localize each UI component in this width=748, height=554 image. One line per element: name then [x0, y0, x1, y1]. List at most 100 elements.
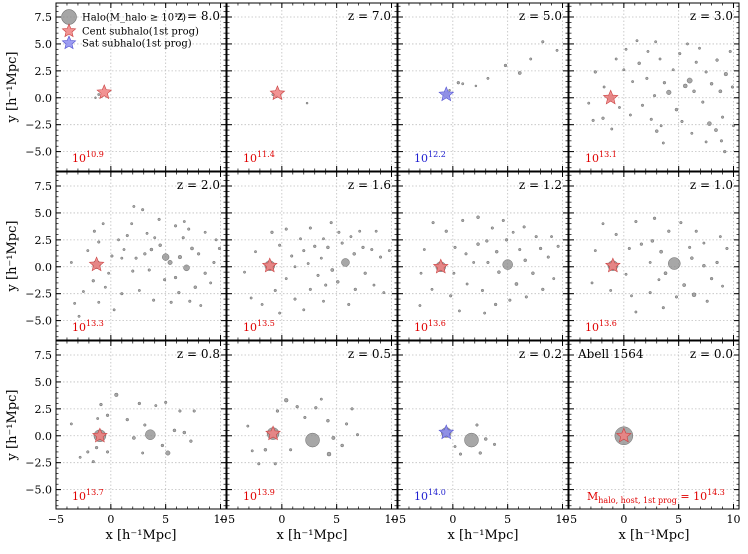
x-tick-label: 5 [162, 513, 169, 526]
halo-point [464, 252, 468, 256]
panel-5: −5.0 −2.5 0.0 2.5 5.0 7.5 y [h⁻¹Mpc] z = 2.0 101… [5, 171, 227, 341]
halo-point [725, 246, 729, 250]
halo-point [173, 275, 178, 280]
cent-subhalo-star [96, 84, 113, 100]
halo-group [94, 84, 113, 100]
halo-point [130, 222, 134, 226]
mass-exponent: 14.3 [707, 488, 725, 497]
halo-point [601, 222, 605, 226]
halo-point [546, 255, 550, 259]
halo-point [141, 208, 145, 212]
halo-point [517, 71, 522, 75]
halo-point [624, 272, 628, 276]
halo-point [91, 279, 95, 283]
halo-point [217, 246, 221, 250]
halo-point [86, 249, 90, 253]
x-tick-label: −5 [219, 513, 235, 526]
halo-point [624, 47, 628, 51]
legend-label: Sat subhalo(1st prog) [82, 39, 192, 50]
halo-point [655, 129, 659, 133]
halo-point [379, 255, 383, 259]
halo-point [680, 119, 684, 123]
mass-exponent: 14.0 [428, 488, 446, 497]
x-tick-label: 5 [333, 513, 340, 526]
halo-point [464, 432, 479, 448]
halo-point [349, 235, 353, 239]
y-tick-label: −2.5 [25, 457, 52, 470]
halo-point [461, 82, 465, 86]
halo-point [486, 260, 490, 264]
halo-point [663, 271, 668, 276]
halo-point [478, 451, 482, 455]
halo-point [69, 261, 73, 264]
halo-point [350, 407, 354, 411]
halo-point [654, 40, 658, 44]
x-tick-label: 10 [385, 513, 399, 526]
halo-point [635, 39, 639, 43]
mass-label: 1011.4 [243, 150, 275, 165]
halo-point [94, 96, 97, 99]
halo-point [590, 281, 594, 285]
mass-exponent: 13.9 [257, 488, 275, 497]
halo-point [331, 436, 336, 440]
halo-point [284, 277, 288, 281]
sat-subhalo-star [438, 86, 455, 102]
halo-point [92, 229, 96, 233]
y-tick-label: 2.5 [35, 234, 53, 247]
y-tick-label: 2.5 [35, 65, 53, 78]
halo-point [101, 222, 105, 226]
mass-label: 1014.0 [414, 488, 446, 503]
halo-point [214, 238, 218, 242]
panel-frame [397, 340, 569, 510]
halo-point [96, 417, 100, 420]
halo-point [94, 446, 99, 450]
redshift-label: z = 7.0 [348, 9, 391, 23]
halo-point [524, 295, 528, 299]
redshift-label: z = 3.0 [690, 9, 733, 23]
halo-point [593, 249, 597, 253]
mass-exponent: 13.1 [599, 150, 617, 159]
halo-group [438, 40, 559, 102]
x-tick-label: 10 [214, 513, 228, 526]
halo-point [459, 452, 463, 456]
halo-point [86, 450, 90, 454]
halo-point [182, 430, 187, 435]
legend-cent-marker [61, 23, 77, 38]
halo-point [691, 292, 697, 297]
halo-point [278, 311, 282, 315]
halo-point [295, 405, 299, 409]
halo-point [601, 116, 605, 120]
mass-label: Mhalo, host, 1st prog = 1014.3 [587, 488, 725, 505]
x-tick-label: 0 [449, 513, 456, 526]
halo-point [246, 424, 250, 428]
halo-point [190, 246, 194, 251]
x-tick-label: −5 [48, 513, 64, 526]
x-axis-label: x [h⁻¹Mpc] [106, 528, 177, 543]
halo-point [667, 229, 671, 233]
halo-point [153, 236, 157, 240]
halo-point [326, 418, 330, 423]
halo-point [209, 281, 213, 285]
halo-point [345, 422, 349, 426]
halo-group [418, 215, 560, 315]
mass-label: 1013.3 [72, 319, 104, 334]
halo-point [448, 89, 451, 92]
halo-point [723, 72, 728, 77]
halo-point [709, 277, 714, 281]
mass-label: 1013.6 [585, 319, 617, 334]
panel-12: −5 0 5 10 x [h⁻¹Mpc] z = 0.0 Abell 1564 Mhalo, … [561, 340, 741, 543]
halo-point [541, 40, 545, 44]
mass-label: 1013.1 [585, 150, 617, 165]
panel-2: z = 7.0 1011.4 [226, 2, 398, 172]
y-tick-label: 5.0 [35, 38, 53, 51]
halo-point [497, 270, 501, 274]
halo-point [370, 248, 374, 252]
halo-point [177, 255, 182, 260]
halo-point [273, 288, 277, 292]
halo-point [120, 292, 124, 296]
halo-group [438, 423, 497, 456]
halo-point [193, 285, 197, 289]
panel-frame [226, 171, 398, 341]
y-tick-label: −2.5 [25, 288, 52, 301]
y-tick-label: −5.0 [25, 315, 52, 328]
